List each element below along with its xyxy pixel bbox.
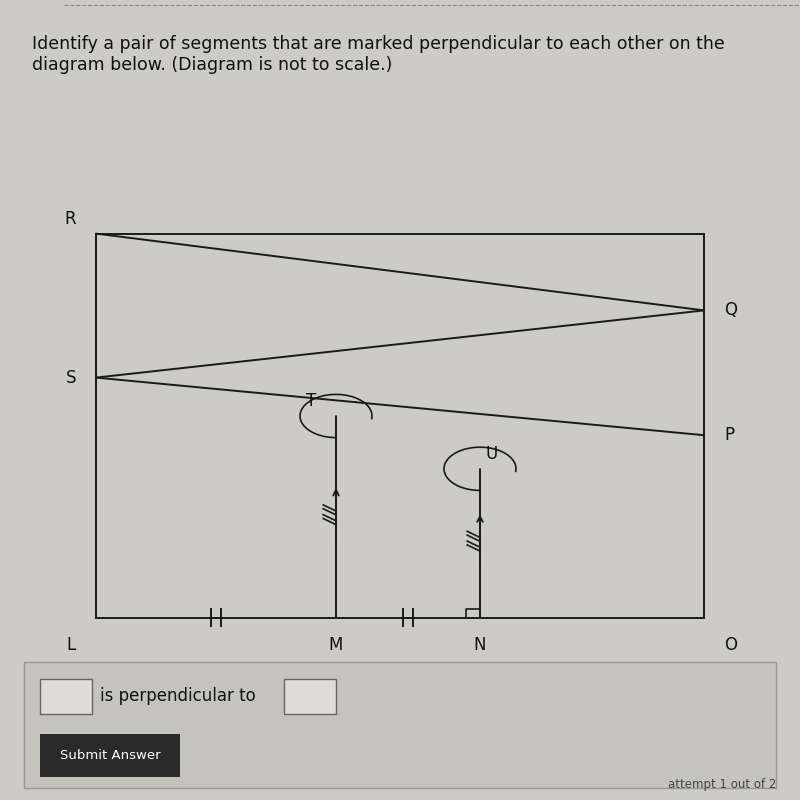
Text: T: T — [306, 392, 316, 410]
Text: L: L — [66, 635, 76, 654]
Text: U: U — [486, 445, 498, 462]
Text: O: O — [724, 635, 737, 654]
FancyBboxPatch shape — [40, 734, 180, 777]
Text: R: R — [64, 210, 76, 227]
Text: S: S — [66, 369, 76, 386]
Text: is perpendicular to: is perpendicular to — [100, 687, 256, 706]
Text: Q: Q — [724, 302, 737, 319]
Text: P: P — [724, 426, 734, 444]
Text: N: N — [474, 635, 486, 654]
FancyBboxPatch shape — [24, 662, 776, 789]
Text: M: M — [329, 635, 343, 654]
FancyBboxPatch shape — [284, 679, 336, 714]
Text: attempt 1 out of 2: attempt 1 out of 2 — [668, 778, 776, 791]
Text: Identify a pair of segments that are marked perpendicular to each other on the
d: Identify a pair of segments that are mar… — [32, 35, 725, 74]
FancyBboxPatch shape — [40, 679, 92, 714]
Text: Submit Answer: Submit Answer — [60, 749, 160, 762]
